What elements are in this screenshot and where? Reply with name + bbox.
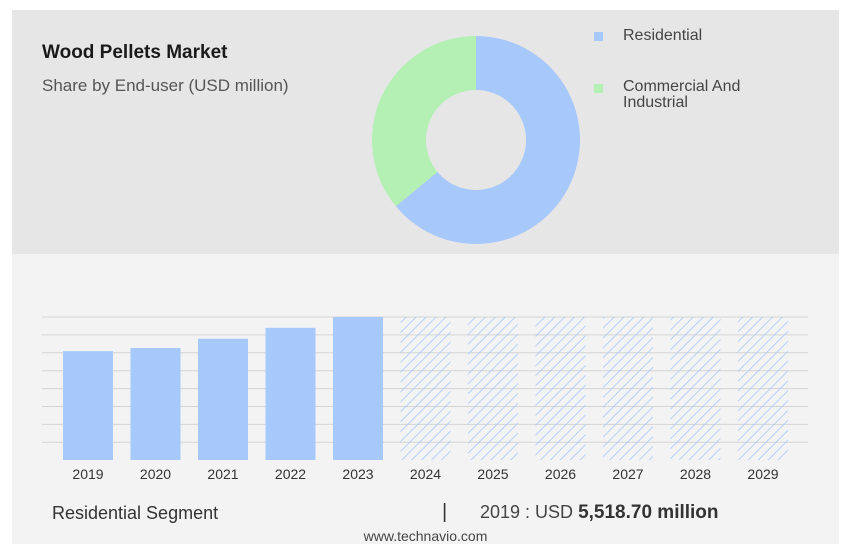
bar-2020: [130, 347, 181, 460]
forecast-bar-2029: [738, 317, 788, 460]
legend-swatch-residential: [594, 32, 603, 41]
x-tick-label: 2023: [342, 466, 373, 482]
legend-swatch-commercial: [594, 84, 603, 93]
x-tick-label: 2021: [207, 466, 238, 482]
donut-slice-residential: [395, 36, 580, 244]
forecast-bar-2028: [670, 317, 721, 460]
x-tick-label: 2027: [612, 466, 643, 482]
donut-chart: [372, 36, 580, 244]
forecast-bar-2027: [603, 317, 653, 460]
forecast-bar-2026: [535, 317, 586, 460]
bar-2022: [265, 327, 316, 460]
legend-label-residential: Residential: [623, 27, 703, 44]
x-tick-label: 2024: [410, 466, 441, 482]
forecast-bar-2025: [468, 317, 518, 460]
chart-subtitle: Share by End-user (USD million): [42, 76, 289, 95]
donut-slice-commercial: [372, 36, 476, 207]
x-tick-label: 2025: [477, 466, 508, 482]
x-tick-label: 2019: [72, 466, 103, 482]
legend-label-commercial: Commercial And Industrial: [623, 78, 741, 111]
bar-2023: [333, 317, 383, 460]
summary-separator: |: [442, 501, 448, 523]
x-tick-label: 2029: [747, 466, 778, 482]
summary-value: 2019 : USD 5,518.70 million: [480, 502, 719, 524]
x-tick-label: 2026: [545, 466, 576, 482]
x-tick-label: 2022: [275, 466, 306, 482]
bar-2021: [198, 338, 248, 460]
bar-2019: [63, 351, 113, 460]
segment-label: Residential Segment: [52, 503, 219, 523]
summary-year-prefix: 2019 : USD: [480, 502, 579, 522]
x-tick-label: 2028: [680, 466, 711, 482]
x-tick-label: 2020: [140, 466, 171, 482]
source-footer: www.technavio.com: [363, 528, 488, 544]
chart-title: Wood Pellets Market: [42, 42, 228, 63]
forecast-bar-2024: [400, 317, 451, 460]
summary-amount: 5,518.70 million: [578, 502, 719, 523]
